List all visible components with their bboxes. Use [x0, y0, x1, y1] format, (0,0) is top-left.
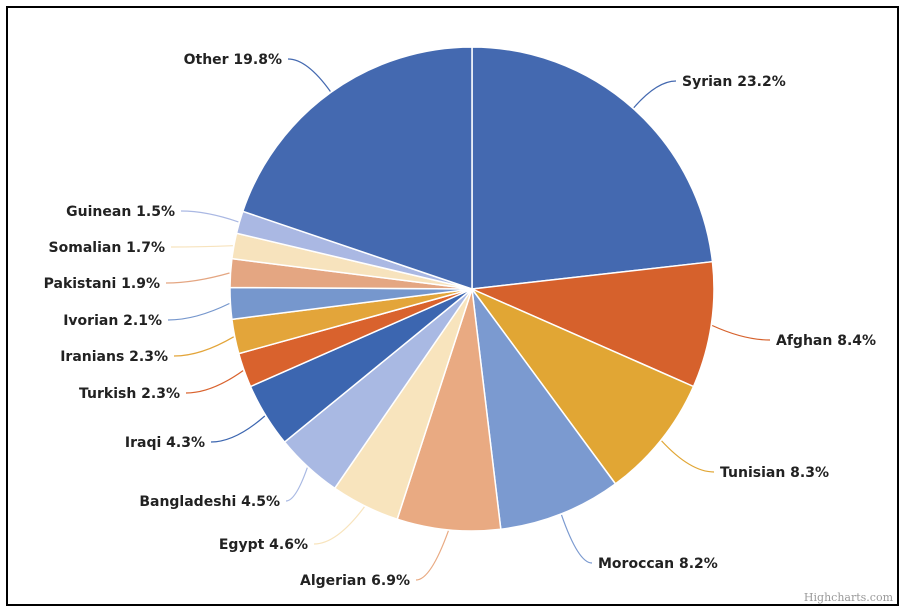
slice-label-turkish: Turkish 2.3% [79, 386, 180, 402]
slice-label-algerian: Algerian 6.9% [300, 573, 410, 589]
slice-labels: Syrian 23.2% Afghan 8.4% Tunisian 8.3% Moro… [44, 52, 876, 589]
pie-slice-afghan[interactable] [471, 260, 715, 388]
connector-iranians [173, 336, 235, 357]
slice-label-tunisian: Tunisian 8.3% [720, 465, 829, 481]
connector-afghan [711, 324, 771, 341]
connector-somalian [170, 245, 233, 248]
slice-label-egypt: Egypt 4.6% [219, 537, 308, 553]
connector-algerian [415, 530, 449, 581]
slice-label-afghan: Afghan 8.4% [776, 333, 876, 349]
connector-tunisian [661, 440, 715, 473]
pie-slice-algerian[interactable] [396, 288, 502, 532]
pie-slices [229, 46, 715, 532]
chart-credit[interactable]: Highcharts.com [804, 591, 894, 604]
slice-label-bangladeshi: Bangladeshi 4.5% [139, 494, 280, 510]
pie-slice-syrian[interactable] [471, 46, 714, 290]
slice-label-somalian: Somalian 1.7% [49, 240, 165, 256]
slice-label-moroccan: Moroccan 8.2% [598, 556, 718, 572]
slice-label-iranians: Iranians 2.3% [60, 349, 168, 365]
pie-slice-other[interactable] [242, 46, 473, 290]
connector-ivorian [167, 302, 230, 321]
connector-egypt [313, 506, 365, 545]
slice-label-ivorian: Ivorian 2.1% [63, 313, 162, 329]
connector-syrian [633, 80, 677, 109]
connector-turkish [185, 370, 244, 394]
pie-slice-moroccan[interactable] [471, 288, 617, 531]
connector-pakistani [165, 272, 230, 284]
connector-bangladeshi [285, 467, 308, 502]
slice-label-guinean: Guinean 1.5% [66, 204, 175, 220]
connector-other [287, 58, 331, 92]
slice-label-pakistani: Pakistani 1.9% [44, 276, 160, 292]
slice-label-other: Other 19.8% [184, 52, 282, 68]
connector-moroccan [560, 514, 593, 564]
connector-guinean [180, 210, 239, 223]
pie-slice-tunisian[interactable] [471, 288, 695, 485]
connector-iraqi [210, 415, 266, 443]
slice-label-iraqi: Iraqi 4.3% [125, 435, 205, 451]
label-connectors [165, 58, 771, 581]
slice-label-syrian: Syrian 23.2% [682, 74, 786, 90]
